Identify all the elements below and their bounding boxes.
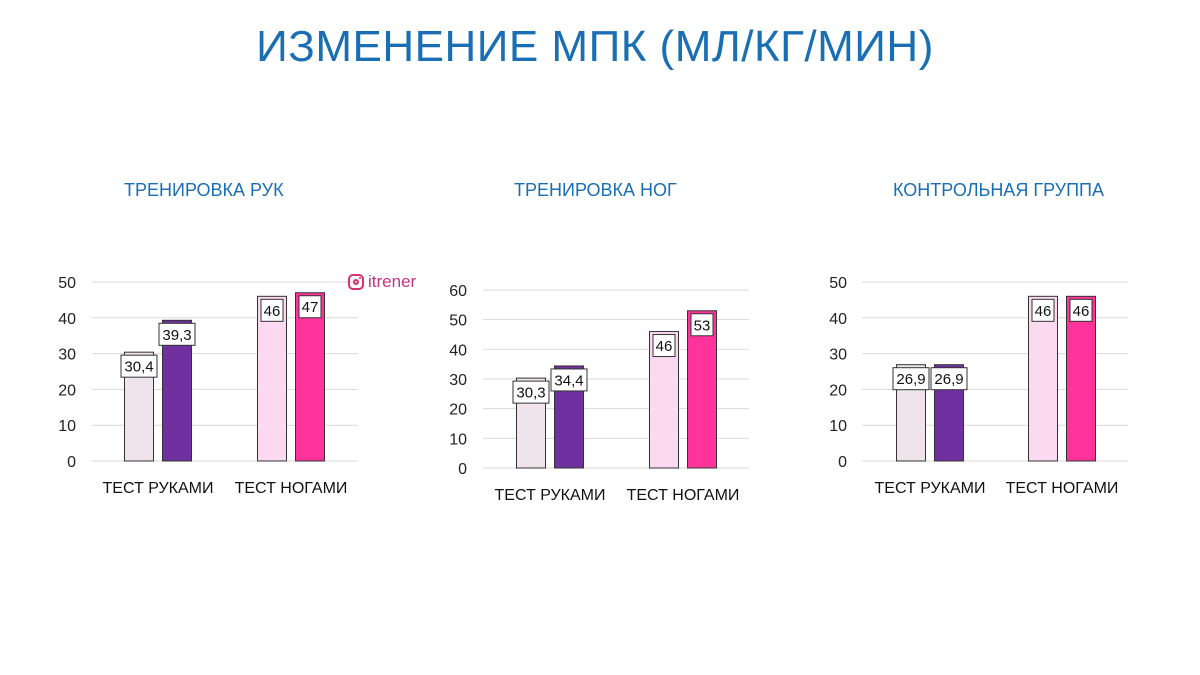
bar bbox=[257, 295, 287, 462]
data-label-box bbox=[550, 368, 588, 392]
data-label: 46 bbox=[656, 338, 673, 355]
data-label-box bbox=[652, 334, 676, 358]
data-label-box bbox=[690, 313, 714, 337]
bar bbox=[1028, 295, 1058, 462]
watermark-text: itrener bbox=[368, 272, 417, 291]
y-tick-label: 10 bbox=[58, 418, 76, 435]
y-tick-label: 0 bbox=[458, 461, 467, 478]
chart-title-control-group: КОНТРОЛЬНАЯ ГРУППА bbox=[893, 180, 1104, 200]
y-tick-label: 50 bbox=[58, 275, 76, 292]
y-tick-label: 30 bbox=[829, 347, 847, 364]
data-label: 47 bbox=[302, 299, 319, 316]
data-label-box bbox=[260, 298, 284, 322]
page-title: ИЗМЕНЕНИЕ МПК (МЛ/КГ/МИН) bbox=[256, 22, 934, 71]
y-tick-label: 40 bbox=[829, 311, 847, 328]
data-label-box bbox=[120, 354, 158, 378]
y-tick-label: 40 bbox=[449, 342, 467, 359]
y-tick-label: 20 bbox=[449, 402, 467, 419]
data-label: 46 bbox=[1073, 303, 1090, 320]
data-label-box bbox=[892, 367, 930, 391]
y-tick-label: 40 bbox=[58, 311, 76, 328]
category-label: ТЕСТ РУКАМИ bbox=[875, 480, 986, 497]
data-label: 34,4 bbox=[554, 372, 583, 389]
instagram-icon bbox=[348, 274, 364, 290]
data-label: 46 bbox=[1035, 303, 1052, 320]
data-label-box bbox=[298, 295, 322, 319]
data-label: 39,3 bbox=[162, 327, 191, 344]
y-tick-label: 30 bbox=[449, 372, 467, 389]
category-label: ТЕСТ НОГАМИ bbox=[1006, 480, 1119, 497]
y-tick-label: 10 bbox=[449, 431, 467, 448]
data-label-box bbox=[1031, 298, 1055, 322]
category-label: ТЕСТ РУКАМИ bbox=[495, 487, 606, 504]
category-label: ТЕСТ РУКАМИ bbox=[103, 480, 214, 497]
y-tick-label: 30 bbox=[58, 347, 76, 364]
y-tick-label: 20 bbox=[829, 382, 847, 399]
bar bbox=[1066, 295, 1096, 462]
data-label: 30,3 bbox=[516, 385, 545, 402]
y-tick-label: 0 bbox=[838, 454, 847, 471]
data-label: 46 bbox=[264, 303, 281, 320]
chart-title-legs-training: ТРЕНИРОВКА НОГ bbox=[514, 180, 677, 200]
chart-title-arms-training: ТРЕНИРОВКА РУК bbox=[124, 180, 284, 200]
instagram-watermark: itrener bbox=[348, 272, 416, 292]
data-label-box bbox=[930, 367, 968, 391]
data-label-box bbox=[158, 322, 196, 346]
data-label-box bbox=[512, 380, 550, 404]
bar bbox=[295, 292, 325, 462]
category-label: ТЕСТ НОГАМИ bbox=[235, 480, 348, 497]
bar bbox=[687, 310, 717, 469]
y-tick-label: 20 bbox=[58, 382, 76, 399]
data-label: 26,9 bbox=[934, 371, 963, 388]
y-tick-label: 10 bbox=[829, 418, 847, 435]
y-tick-label: 0 bbox=[67, 454, 76, 471]
data-label: 30,4 bbox=[124, 359, 153, 376]
data-label: 26,9 bbox=[896, 371, 925, 388]
category-label: ТЕСТ НОГАМИ bbox=[627, 487, 740, 504]
data-label-box bbox=[1069, 298, 1093, 322]
y-tick-label: 50 bbox=[449, 313, 467, 330]
y-tick-label: 50 bbox=[829, 275, 847, 292]
data-label: 53 bbox=[694, 317, 711, 334]
y-tick-label: 60 bbox=[449, 283, 467, 300]
